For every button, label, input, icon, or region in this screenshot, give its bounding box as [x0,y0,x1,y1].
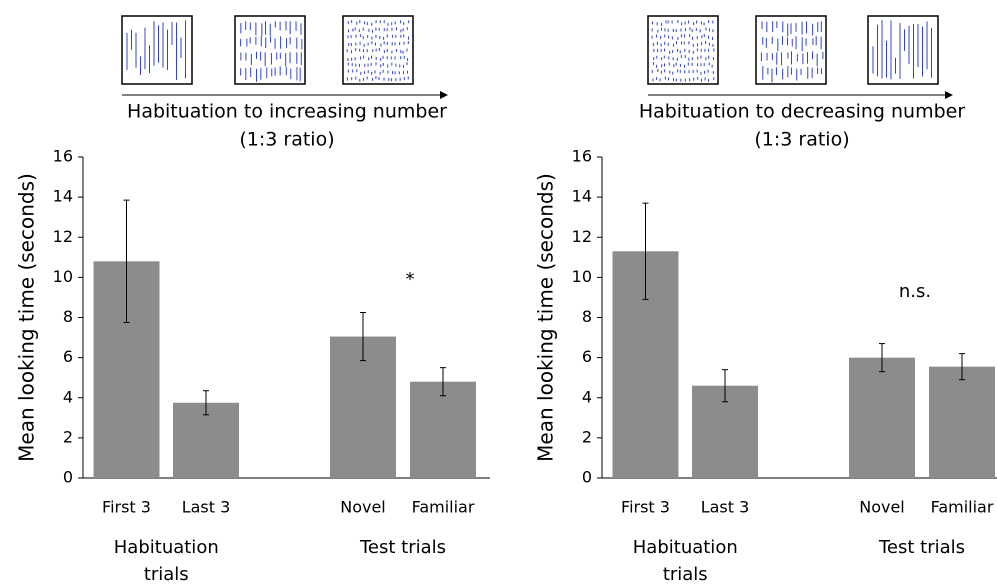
x-tick-label: First 3 [102,498,151,517]
annotation: * [406,269,415,290]
y-tick-label: 12 [53,227,73,246]
arrow-head [945,91,953,99]
bar [173,402,239,478]
y-tick-label: 14 [572,187,592,206]
arrow-head [440,91,448,99]
y-axis-label: Mean looking time (seconds) [534,173,558,462]
x-tick-label: Familiar [931,498,994,517]
y-tick-label: 16 [53,147,73,166]
y-tick-label: 14 [53,187,73,206]
bar [410,381,476,478]
group-label: Test trials [878,537,966,558]
annotation: n.s. [899,281,931,302]
panel-subtitle: (1:3 ratio) [754,129,849,151]
group-label: Test trials [359,537,447,558]
x-tick-label: Last 3 [182,498,231,517]
y-tick-label: 6 [63,347,73,366]
stimulus-box [867,15,939,85]
y-tick-label: 8 [582,307,592,326]
y-tick-label: 8 [63,307,73,326]
group-label: Habituation trials [632,537,738,585]
x-tick-label: Familiar [412,498,475,517]
y-tick-label: 10 [53,267,73,286]
x-tick-label: Novel [340,498,386,517]
y-tick-label: 12 [572,227,592,246]
bar [929,366,995,478]
y-tick-label: 2 [582,427,592,446]
panel-title: Habituation to increasing number [127,101,447,123]
y-tick-label: 4 [582,387,592,406]
x-tick-label: First 3 [621,498,670,517]
stimulus-box [647,15,719,85]
y-tick-label: 4 [63,387,73,406]
y-tick-label: 0 [582,468,592,487]
y-tick-label: 6 [582,347,592,366]
bar [849,357,915,478]
panel-title: Habituation to decreasing number [639,101,966,123]
stimulus-box [342,15,414,85]
stimulus-box [121,15,193,85]
x-tick-label: Last 3 [701,498,750,517]
y-tick-label: 10 [572,267,592,286]
panel-subtitle: (1:3 ratio) [239,129,334,151]
y-tick-label: 16 [572,147,592,166]
y-tick-label: 2 [63,427,73,446]
x-tick-label: Novel [859,498,905,517]
group-label: Habituation trials [113,537,219,585]
y-axis-label: Mean looking time (seconds) [15,173,39,462]
y-tick-label: 0 [63,468,73,487]
